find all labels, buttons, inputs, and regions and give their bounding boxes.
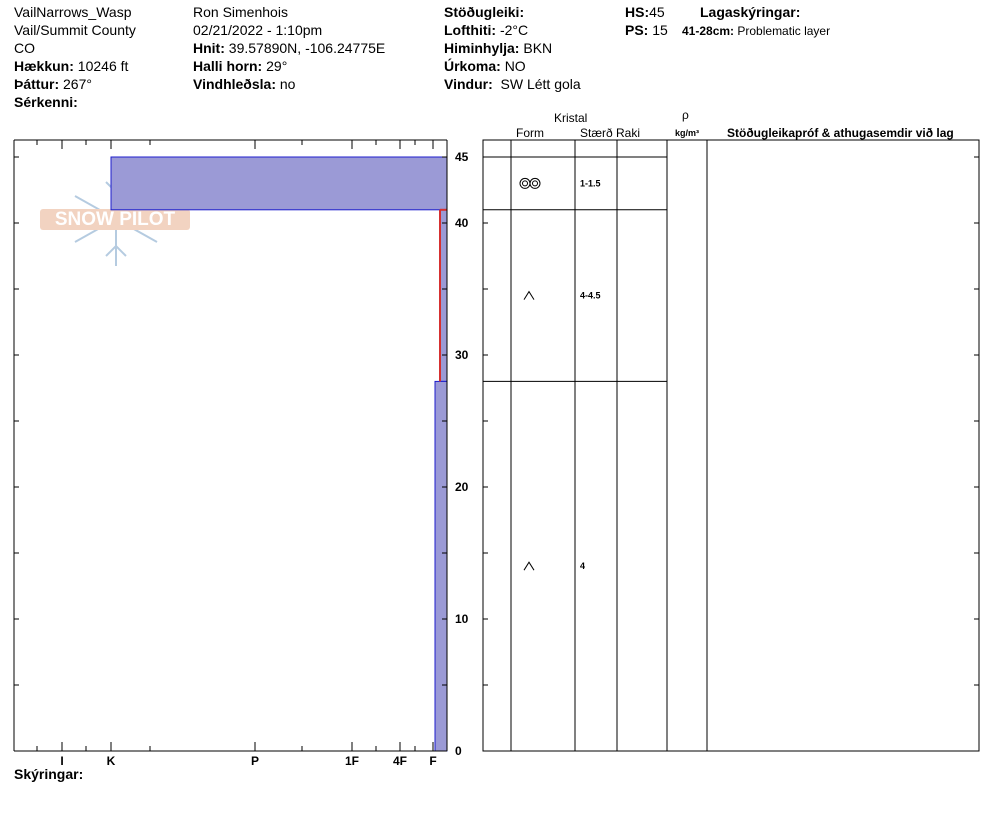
precipitation: Úrkoma: NO [444, 58, 526, 75]
logo-text: SNOW PILOT [55, 209, 176, 230]
air-temp-value: -2°C [499, 22, 529, 38]
aspect: Þáttur: 267° [14, 76, 92, 93]
coords-label: Hnit: [193, 40, 225, 56]
layer-note: 41-28cm: Problematic layer [682, 23, 830, 40]
hardness-bar-0 [110, 156, 448, 211]
precip-value: NO [504, 58, 526, 74]
form-icon-ring-b-inner [532, 180, 538, 187]
height-tick-label-1: 10 [455, 612, 469, 626]
crystal-form-icon-0 [519, 177, 541, 189]
form-icon-ring-a [519, 177, 531, 189]
crystal-size-1: 4-4.5 [580, 291, 601, 301]
crystal-form-icon-1 [523, 290, 535, 300]
form-icon-chevron [523, 290, 535, 300]
hardness-plot: I K P 1F 4F F 0 10 20 30 40 45 [13, 139, 979, 768]
density-symbol: ρ [682, 108, 689, 122]
air-temp-label: Lofthiti: [444, 22, 497, 38]
slope: Halli horn: 29° [193, 58, 287, 75]
crystal-size-2: 4 [580, 561, 585, 571]
precip-label: Úrkoma: [444, 58, 501, 74]
form-icon-ring-b [529, 177, 541, 189]
wind-loading-value: no [279, 76, 296, 92]
ps-label: PS: [625, 22, 649, 38]
slope-label: Halli horn: [193, 58, 263, 74]
hardness-bar-2 [434, 380, 448, 752]
sky-cover: Himinhylja: BKN [444, 40, 552, 57]
pit-depth: PS: 15 [625, 22, 668, 39]
form-icon-ring-a-inner [522, 180, 528, 187]
wind-loading: Vindhleðsla: no [193, 76, 295, 93]
crystal-header: Kristal [554, 111, 588, 125]
sky-label: Himinhylja: [444, 40, 520, 56]
observation-datetime: 02/21/2022 - 1:10pm [193, 22, 323, 38]
snowpilot-logo: SNOW PILOT [40, 172, 190, 266]
elevation-value: 10246 ft [77, 58, 129, 74]
aspect-label: Þáttur: [14, 76, 60, 92]
height-tick-label-0: 0 [455, 744, 462, 758]
logo-banner [40, 209, 190, 230]
hardness-tick-label-3: 1F [345, 754, 359, 768]
tests-header: Stöðugleikapróf & athugasemdir við lag [727, 126, 954, 140]
crystal-size-0: 1-1.5 [580, 178, 601, 188]
stability-label: Stöðugleiki: [444, 4, 525, 20]
elevation-label: Hækkun: [14, 58, 74, 74]
region-name: Vail/Summit County [14, 22, 136, 38]
wind-label: Vindur: [444, 76, 493, 92]
wind-value: SW Létt gola [500, 76, 581, 92]
size-header: Stærð [580, 126, 613, 140]
observer-name: Ron Simenhois [193, 4, 288, 20]
aspect-value: 267° [63, 76, 92, 92]
site-name: VailNarrows_Wasp [14, 4, 132, 20]
coordinates: Hnit: 39.57890N, -106.24775E [193, 40, 385, 57]
moisture-header: Raki [616, 126, 641, 140]
crystal-form-icon-2 [523, 561, 535, 571]
height-tick-label-2: 20 [455, 480, 469, 494]
total-snow-height: HS:45 [625, 4, 665, 21]
coords-value: 39.57890N, -106.24775E [228, 40, 386, 56]
slope-value: 29° [266, 58, 288, 74]
legend-label: Skýringar: [14, 766, 84, 782]
height-tick-label-5: 45 [455, 150, 469, 164]
hardness-tick-label-0: I [60, 754, 63, 768]
air-temperature: Lofthiti: -2°C [444, 22, 528, 39]
ps-value: 15 [652, 22, 668, 38]
wind-loading-label: Vindhleðsla: [193, 76, 276, 92]
form-header: Form [516, 126, 544, 140]
form-icon-chevron [523, 561, 535, 571]
hardness-tick-label-4: 4F [393, 754, 407, 768]
layer-note-range: 41-28cm: [682, 24, 735, 38]
hs-label: HS: [625, 4, 650, 20]
features-label: Sérkenni: [14, 94, 78, 110]
wind: Vindur: SW Létt gola [444, 76, 581, 93]
layer-note-text: Problematic layer [737, 24, 831, 38]
hardness-bar-1 [439, 209, 448, 382]
layer-notes-label: Lagaskýringar: [700, 4, 801, 20]
hardness-tick-label-5: F [429, 754, 436, 768]
state-name: CO [14, 40, 35, 56]
sky-value: BKN [523, 40, 553, 56]
hs-value: 45 [649, 4, 665, 20]
hardness-tick-label-2: P [251, 754, 259, 768]
table-frame [482, 139, 980, 752]
height-tick-label-3: 30 [455, 348, 469, 362]
height-tick-label-4: 40 [455, 216, 469, 230]
elevation: Hækkun: 10246 ft [14, 58, 128, 75]
density-unit: kg/m³ [675, 128, 700, 138]
layer-table: 1-1.5 4-4.5 4 [482, 139, 980, 752]
hardness-tick-label-1: K [107, 754, 116, 768]
